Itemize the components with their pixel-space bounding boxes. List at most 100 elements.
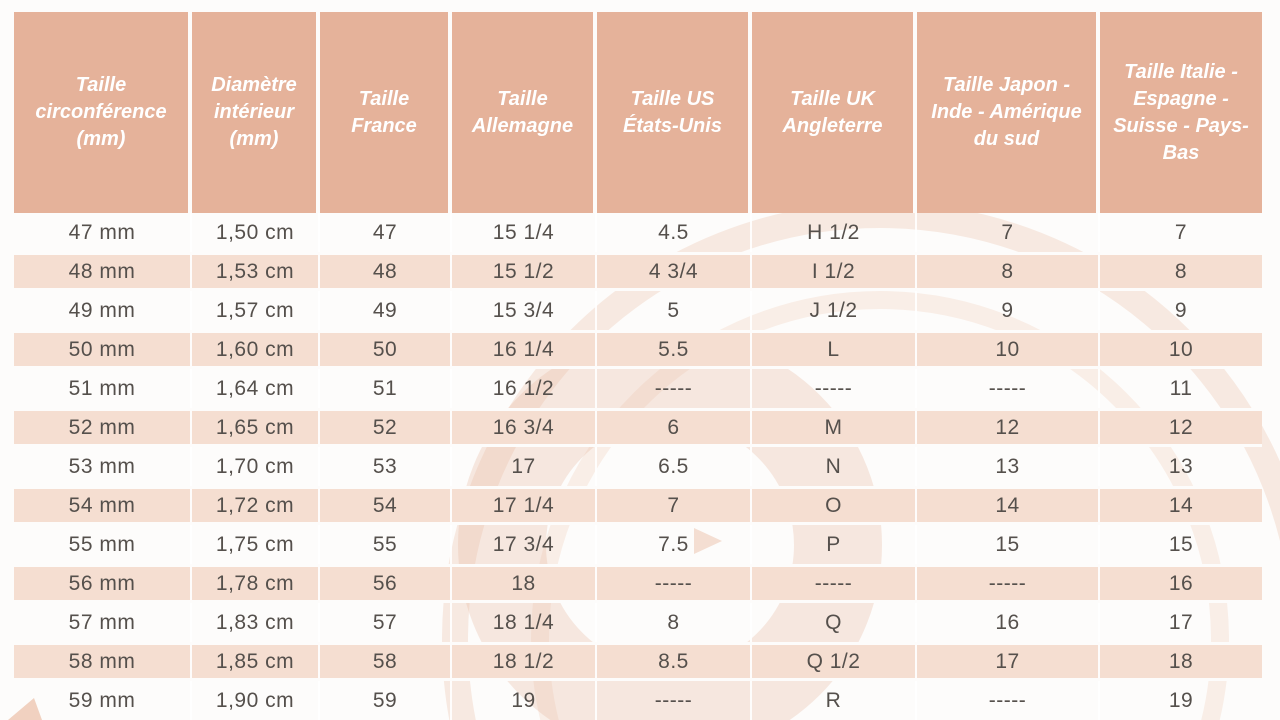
cell: 53 mm bbox=[14, 447, 192, 486]
cell: 5 bbox=[597, 291, 752, 330]
table-row: 47 mm 1,50 cm 47 15 1/4 4.5 H 1/2 7 7 bbox=[14, 213, 1262, 252]
cell: 1,72 cm bbox=[192, 486, 320, 525]
cell: 7 bbox=[917, 213, 1100, 252]
cell: 48 mm bbox=[14, 252, 192, 291]
cell: ----- bbox=[597, 369, 752, 408]
cell: ----- bbox=[752, 369, 917, 408]
cell: 1,53 cm bbox=[192, 252, 320, 291]
cell: 8 bbox=[917, 252, 1100, 291]
cell: 18 bbox=[452, 564, 597, 603]
cell: 49 bbox=[320, 291, 452, 330]
table-row: 53 mm 1,70 cm 53 17 6.5 N 13 13 bbox=[14, 447, 1262, 486]
cell: 7.5 bbox=[597, 525, 752, 564]
cell: 19 bbox=[452, 681, 597, 720]
ring-size-table: Taille circonférence (mm) Diamètre intér… bbox=[14, 12, 1262, 720]
cell: 15 bbox=[917, 525, 1100, 564]
cell: H 1/2 bbox=[752, 213, 917, 252]
cell: 1,50 cm bbox=[192, 213, 320, 252]
cell: 15 1/4 bbox=[452, 213, 597, 252]
cell: Q 1/2 bbox=[752, 642, 917, 681]
cell: 48 bbox=[320, 252, 452, 291]
cell: 13 bbox=[917, 447, 1100, 486]
cell: P bbox=[752, 525, 917, 564]
cell: 10 bbox=[1100, 330, 1262, 369]
cell: 5.5 bbox=[597, 330, 752, 369]
cell: 56 mm bbox=[14, 564, 192, 603]
cell: 16 3/4 bbox=[452, 408, 597, 447]
cell: 52 bbox=[320, 408, 452, 447]
cell: 18 1/4 bbox=[452, 603, 597, 642]
cell: 1,65 cm bbox=[192, 408, 320, 447]
cell: 51 bbox=[320, 369, 452, 408]
cell: 16 1/2 bbox=[452, 369, 597, 408]
cell: 17 bbox=[452, 447, 597, 486]
cell: J 1/2 bbox=[752, 291, 917, 330]
cell: ----- bbox=[917, 564, 1100, 603]
cell: 1,70 cm bbox=[192, 447, 320, 486]
cell: 51 mm bbox=[14, 369, 192, 408]
cell: ----- bbox=[917, 681, 1100, 720]
cell: 11 bbox=[1169, 376, 1193, 400]
cell: 50 bbox=[320, 330, 452, 369]
cell: 55 mm bbox=[14, 525, 192, 564]
table-row: 56 mm 1,78 cm 56 18 ----- ----- ----- 16 bbox=[14, 564, 1262, 603]
cell: 58 mm bbox=[14, 642, 192, 681]
cell: 17 bbox=[1168, 610, 1194, 634]
cell: 16 1/4 bbox=[452, 330, 597, 369]
cell: 16 bbox=[917, 603, 1100, 642]
table-row: 54 mm 1,72 cm 54 17 1/4 7 O 14 14 bbox=[14, 486, 1262, 525]
column-header-circumference: Taille circonférence (mm) bbox=[14, 12, 192, 213]
cell: ----- bbox=[597, 681, 752, 720]
cell: 18 1/2 bbox=[452, 642, 597, 681]
cell: 6 bbox=[597, 408, 752, 447]
cell: 47 bbox=[320, 213, 452, 252]
cell: 15 1/2 bbox=[452, 252, 597, 291]
cell: 12 bbox=[1100, 408, 1262, 447]
cell: 15 3/4 bbox=[452, 291, 597, 330]
table-row: 48 mm 1,53 cm 48 15 1/2 4 3/4 I 1/2 8 8 bbox=[14, 252, 1262, 291]
table-row: 52 mm 1,65 cm 52 16 3/4 6 M 12 12 bbox=[14, 408, 1262, 447]
table-row: 50 mm 1,60 cm 50 16 1/4 5.5 L 10 10 bbox=[14, 330, 1262, 369]
cell: 13 bbox=[1168, 454, 1194, 478]
column-header-us: Taille US États-Unis bbox=[597, 12, 752, 213]
cell: 7 bbox=[1174, 220, 1188, 244]
table-row: 55 mm 1,75 cm 55 17 3/4 7.5 P 15 15 bbox=[14, 525, 1262, 564]
column-header-inner-diameter: Diamètre intérieur (mm) bbox=[192, 12, 320, 213]
table-row: 59 mm 1,90 cm 59 19 ----- R ----- 19 bbox=[14, 681, 1262, 720]
column-header-france: Taille France bbox=[320, 12, 452, 213]
cell: R bbox=[752, 681, 917, 720]
table-row: 49 mm 1,57 cm 49 15 3/4 5 J 1/2 9 9 bbox=[14, 291, 1262, 330]
cell: 1,57 cm bbox=[192, 291, 320, 330]
cell: 17 3/4 bbox=[452, 525, 597, 564]
column-header-italy-spain: Taille Italie - Espagne - Suisse - Pays-… bbox=[1100, 12, 1262, 213]
table-row: 57 mm 1,83 cm 57 18 1/4 8 Q 16 17 bbox=[14, 603, 1262, 642]
column-header-japan-india: Taille Japon - Inde - Amérique du sud bbox=[917, 12, 1100, 213]
table-header-row: Taille circonférence (mm) Diamètre intér… bbox=[14, 12, 1262, 213]
cell: 10 bbox=[917, 330, 1100, 369]
cell: 1,75 cm bbox=[192, 525, 320, 564]
cell: 16 bbox=[1100, 564, 1262, 603]
cell: 47 mm bbox=[14, 213, 192, 252]
cell: 58 bbox=[320, 642, 452, 681]
cell: 49 mm bbox=[14, 291, 192, 330]
table-row: 58 mm 1,85 cm 58 18 1/2 8.5 Q 1/2 17 18 bbox=[14, 642, 1262, 681]
cell: M bbox=[752, 408, 917, 447]
cell: 54 bbox=[320, 486, 452, 525]
cell: 1,60 cm bbox=[192, 330, 320, 369]
cell: 57 bbox=[320, 603, 452, 642]
cell: 53 bbox=[320, 447, 452, 486]
cell: 1,83 cm bbox=[192, 603, 320, 642]
cell: 57 mm bbox=[14, 603, 192, 642]
cell: 1,78 cm bbox=[192, 564, 320, 603]
cell: 56 bbox=[320, 564, 452, 603]
cell: 59 mm bbox=[14, 681, 192, 720]
table-row: 51 mm 1,64 cm 51 16 1/2 ----- ----- ----- 11 bbox=[14, 369, 1262, 408]
cell: 8.5 bbox=[597, 642, 752, 681]
cell: 54 mm bbox=[14, 486, 192, 525]
cell: 1,90 cm bbox=[192, 681, 320, 720]
cell: 19 bbox=[1168, 688, 1194, 712]
cell: 55 bbox=[320, 525, 452, 564]
cell: 8 bbox=[1100, 252, 1262, 291]
cell: 9 bbox=[1174, 298, 1188, 322]
